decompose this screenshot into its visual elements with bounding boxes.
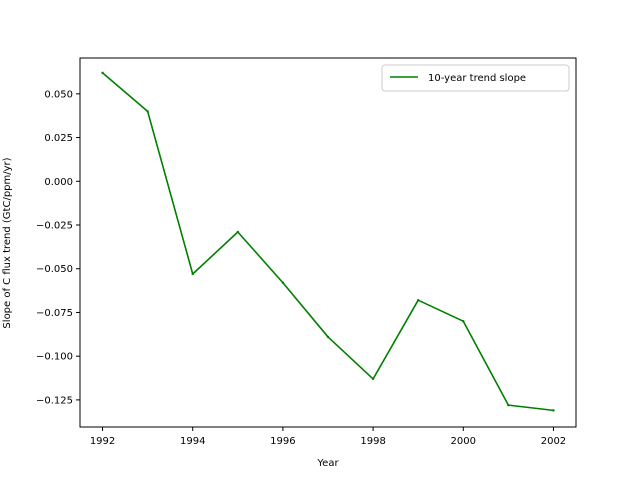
x-axis-label: Year (316, 458, 339, 469)
data-point (281, 281, 285, 284)
y-tick-label: −0.100 (36, 352, 73, 363)
data-point (462, 319, 465, 323)
x-tick-label: 1994 (180, 436, 205, 447)
data-point (326, 335, 330, 339)
data-point (146, 110, 149, 113)
x-tick-label: 1998 (360, 436, 385, 447)
data-point (507, 403, 510, 407)
data-point (416, 299, 420, 302)
data-point (191, 272, 194, 276)
y-tick-label: −0.125 (36, 395, 73, 406)
x-tick-label: 2002 (541, 436, 566, 447)
y-tick-label: −0.025 (36, 221, 73, 232)
x-tick-label: 2000 (451, 436, 476, 447)
axes-frame (79, 57, 577, 428)
y-axis-label: Slope of C flux trend (GtC/ppm/yr) (2, 157, 13, 328)
data-point (552, 409, 555, 412)
y-tick-label: 0.025 (44, 133, 73, 144)
y-tick-label: 0.000 (44, 177, 73, 188)
legend-entry-label: 10-year trend slope (428, 73, 526, 84)
data-point (236, 230, 240, 234)
data-point (101, 71, 104, 75)
legend-box (381, 64, 570, 92)
data-point (371, 377, 375, 381)
x-tick-label: 1992 (90, 436, 115, 447)
y-tick-label: −0.075 (36, 308, 73, 319)
y-tick-label: 0.050 (44, 89, 73, 100)
legend: 10-year trend slope (381, 64, 570, 92)
plot-area: 1992 1994 1996 1998 2000 2002 0.050 0.025 0.000 −… (36, 57, 577, 447)
x-tick-label: 1996 (270, 436, 295, 447)
y-tick-label: −0.050 (36, 264, 73, 275)
